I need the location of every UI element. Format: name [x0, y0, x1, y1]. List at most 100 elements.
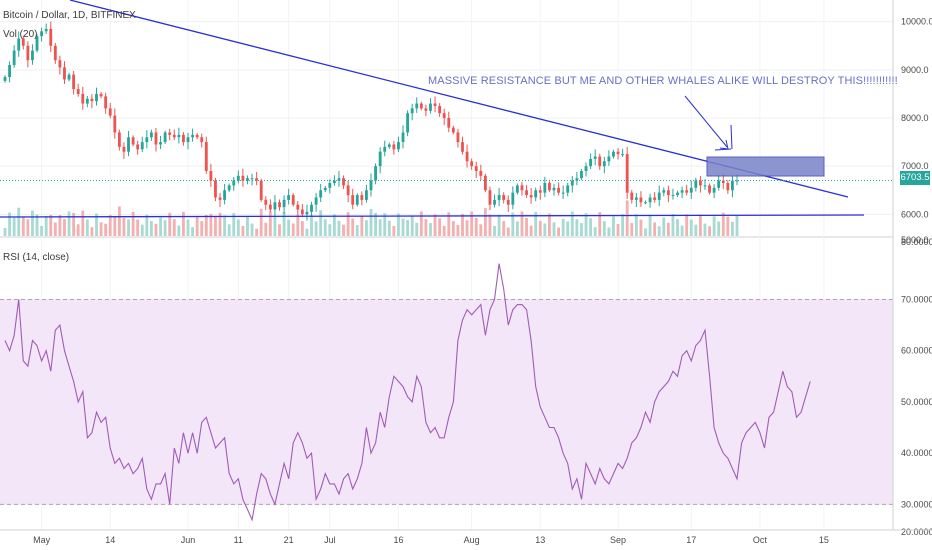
volume-bar [529, 225, 533, 236]
volume-bar [81, 210, 85, 236]
candle-body [250, 178, 254, 180]
candle-body [625, 154, 629, 193]
candle-body [264, 199, 268, 205]
volume-bar [397, 213, 400, 236]
time-tick-label: 16 [393, 535, 403, 545]
volume-bar [625, 200, 629, 236]
volume-bar [442, 225, 446, 236]
candle-body [131, 137, 135, 145]
candle-body [255, 178, 259, 181]
candle-body [374, 166, 377, 181]
candle-body [424, 108, 428, 111]
volume-bar [424, 219, 428, 236]
volume-bar [76, 224, 80, 236]
volume-bar [580, 223, 583, 236]
volume-bar [653, 222, 657, 236]
rsi-tick-label: 40.0000 [901, 448, 932, 458]
volume-bar [172, 219, 176, 236]
candle-body [337, 178, 341, 181]
candle-body [154, 132, 158, 145]
candle-body [534, 190, 538, 198]
candle-body [639, 197, 643, 203]
candle-body [300, 209, 304, 215]
candle-body [127, 137, 130, 152]
time-tick-label: 13 [535, 535, 545, 545]
volume-bar [511, 212, 515, 236]
time-tick-label: Sep [610, 535, 626, 545]
price-tick-label: 8000.0 [901, 113, 929, 123]
volume-bar [342, 224, 345, 236]
volume-bar [319, 210, 323, 236]
rsi-band-layer [0, 298, 893, 505]
candle-body [589, 158, 593, 167]
volume-bar [666, 222, 670, 236]
volume-bar [8, 212, 11, 236]
support-line [0, 214, 865, 218]
candle-body [296, 204, 300, 210]
time-tick-label: May [33, 535, 51, 545]
candle-body [717, 180, 721, 188]
candle-body [355, 195, 359, 205]
candle-body [429, 103, 432, 111]
rsi-indicator-label[interactable]: RSI (14, close) [3, 252, 70, 263]
candle-body [584, 166, 588, 171]
candle-body [570, 180, 574, 186]
candle-body [410, 108, 414, 114]
candlesticks [3, 21, 739, 221]
candle-body [644, 202, 647, 204]
candle-body [648, 197, 652, 203]
candle-body [653, 197, 657, 200]
candle-body [515, 185, 519, 193]
volume-bar [204, 215, 208, 236]
price-tick-label: 10000.0 [901, 17, 932, 27]
candle-body [502, 195, 506, 200]
candle-body [12, 50, 16, 66]
candle-body [566, 185, 570, 193]
candle-body [195, 134, 199, 138]
candle-body [483, 175, 487, 191]
candle-body [360, 195, 364, 200]
time-axis[interactable]: May 14 Jun 11 21 Jul 16 Aug 13 Sep 17 Oct 15 [0, 529, 932, 545]
candle-body [703, 185, 707, 187]
volume-bar [191, 227, 194, 236]
volume-bar [735, 215, 739, 236]
volume-bar [282, 211, 286, 236]
candle-body [630, 192, 634, 200]
candle-body [383, 146, 387, 152]
volume-bar [676, 219, 679, 236]
volume-bar [410, 216, 414, 236]
volume-bar [566, 221, 570, 236]
volume-indicator-label[interactable]: Vol (20) [3, 29, 38, 40]
volume-bar [589, 218, 593, 236]
candle-body [319, 190, 323, 198]
symbol-title[interactable]: Bitcoin / Dollar, 1D, BITFINEX [3, 10, 136, 21]
candle-body [291, 195, 295, 205]
candle-body [657, 192, 661, 200]
volume-bar [644, 228, 647, 236]
volume-bar [483, 208, 487, 236]
volume-bar [515, 221, 519, 236]
candle-body [72, 74, 76, 90]
candle-body [31, 50, 34, 61]
volume-bar [246, 215, 249, 236]
volume-bar [200, 221, 204, 236]
candle-body [438, 105, 442, 114]
candle-body [607, 156, 611, 162]
candle-body [479, 170, 483, 176]
candle-body [621, 154, 625, 156]
volume-bar [456, 225, 460, 236]
volume-bar [332, 214, 336, 236]
volume-bar [717, 221, 721, 236]
volume-bar [104, 223, 108, 236]
candle-body [241, 175, 245, 181]
volume-bar [278, 224, 281, 236]
candle-body [461, 142, 464, 152]
candle-body [35, 36, 39, 51]
time-tick-label: Oct [753, 535, 768, 545]
drawing-tools[interactable] [0, 0, 893, 218]
volume-bar [360, 216, 364, 236]
volume-bar [447, 212, 451, 236]
volume-bar [218, 212, 222, 236]
price-axis[interactable]: 10000.0 9000.0 8000.0 7000.0 6000.0 5000.080.… [892, 0, 932, 537]
